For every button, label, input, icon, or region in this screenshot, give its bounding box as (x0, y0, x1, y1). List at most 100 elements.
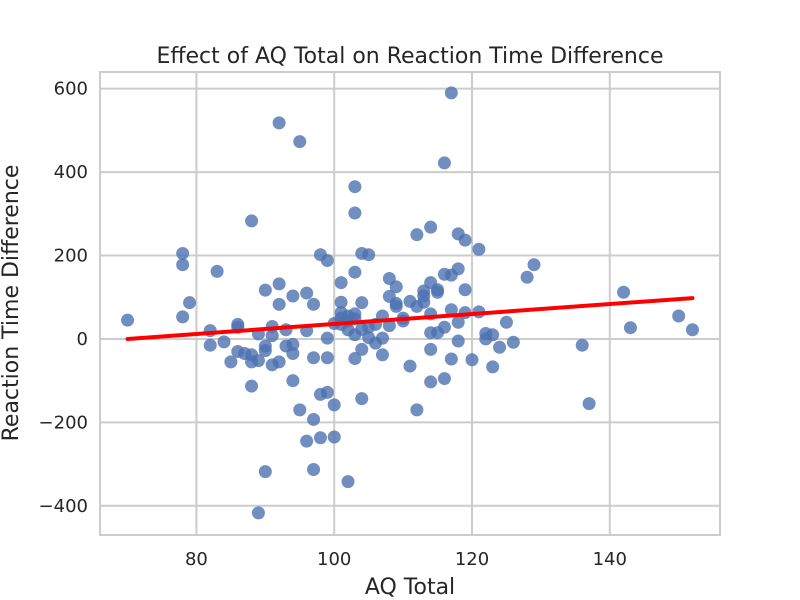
y-tick-labels: −400 −200 0 200 400 600 (39, 79, 88, 517)
data-point (272, 297, 286, 311)
data-point (493, 340, 507, 354)
y-tick-label: 600 (54, 79, 88, 100)
x-tick-label: 120 (455, 549, 489, 570)
data-point (389, 299, 403, 313)
data-point (307, 351, 321, 365)
data-point (258, 344, 272, 358)
y-tick-label: −200 (39, 412, 88, 433)
data-point (272, 116, 286, 130)
data-point (403, 359, 417, 373)
data-point (251, 354, 265, 368)
x-axis-label: AQ Total (365, 575, 455, 600)
data-point (307, 297, 321, 311)
regression-line (125, 296, 695, 341)
data-point (617, 285, 631, 299)
data-point (465, 353, 479, 367)
chart-title: Effect of AQ Total on Reaction Time Diff… (156, 44, 663, 69)
data-point (320, 254, 334, 268)
data-point (183, 296, 197, 310)
data-point (245, 214, 259, 228)
x-tick-labels: 80 100 120 140 (185, 549, 627, 570)
data-point (355, 296, 369, 310)
data-point (334, 295, 348, 309)
data-point (327, 398, 341, 412)
data-point (437, 320, 451, 334)
data-point (293, 135, 307, 149)
data-point (251, 506, 265, 520)
data-point (486, 360, 500, 374)
data-point (389, 280, 403, 294)
data-point (313, 431, 327, 445)
data-point (300, 286, 314, 300)
data-point (203, 338, 217, 352)
data-point (424, 375, 438, 389)
data-point (327, 430, 341, 444)
data-point (341, 475, 355, 489)
data-point (355, 392, 369, 406)
data-point (472, 242, 486, 256)
data-point (444, 352, 458, 366)
data-point (176, 246, 190, 260)
data-point (527, 258, 541, 272)
data-point (348, 180, 362, 194)
data-point (431, 285, 445, 299)
data-point (286, 337, 300, 351)
data-point (334, 276, 348, 290)
data-point (293, 403, 307, 417)
data-point (258, 465, 272, 479)
data-point (417, 295, 431, 309)
data-point (458, 233, 472, 247)
data-point (176, 310, 190, 324)
data-point (176, 258, 190, 272)
data-point (300, 434, 314, 448)
data-point (410, 403, 424, 417)
data-point (286, 289, 300, 303)
x-tick-label: 80 (185, 549, 208, 570)
data-point (437, 156, 451, 170)
data-point (121, 313, 135, 327)
data-point (520, 270, 534, 284)
data-point (245, 379, 259, 393)
data-point (272, 277, 286, 291)
data-point (224, 355, 238, 369)
data-point (672, 309, 686, 323)
data-point (217, 335, 231, 349)
data-point (444, 86, 458, 100)
data-point (424, 220, 438, 234)
data-point (348, 352, 362, 366)
data-point (582, 397, 596, 411)
data-point (210, 264, 224, 278)
y-tick-label: 200 (54, 246, 88, 267)
y-tick-label: −400 (39, 496, 88, 517)
data-point (320, 331, 334, 345)
data-point (307, 412, 321, 426)
data-point (320, 385, 334, 399)
data-point (348, 206, 362, 220)
data-point (451, 262, 465, 276)
x-tick-label: 140 (593, 549, 627, 570)
data-point (382, 319, 396, 333)
data-point (444, 303, 458, 317)
y-axis-label: Reaction Time Difference (0, 165, 24, 442)
data-point (451, 334, 465, 348)
plot-frame (99, 71, 721, 536)
data-point (375, 331, 389, 345)
data-point (265, 329, 279, 343)
data-point (375, 348, 389, 362)
y-tick-label: 0 (77, 329, 88, 350)
data-point (258, 283, 272, 297)
data-point (575, 338, 589, 352)
data-point (506, 335, 520, 349)
y-tick-label: 400 (54, 162, 88, 183)
x-tick-label: 100 (317, 549, 351, 570)
regression-line-group (125, 296, 695, 341)
data-point (272, 355, 286, 369)
data-point (348, 265, 362, 279)
data-point (286, 347, 300, 361)
data-point (486, 328, 500, 342)
data-point (451, 315, 465, 329)
data-point (410, 228, 424, 242)
data-point (499, 315, 513, 329)
data-point (437, 372, 451, 386)
